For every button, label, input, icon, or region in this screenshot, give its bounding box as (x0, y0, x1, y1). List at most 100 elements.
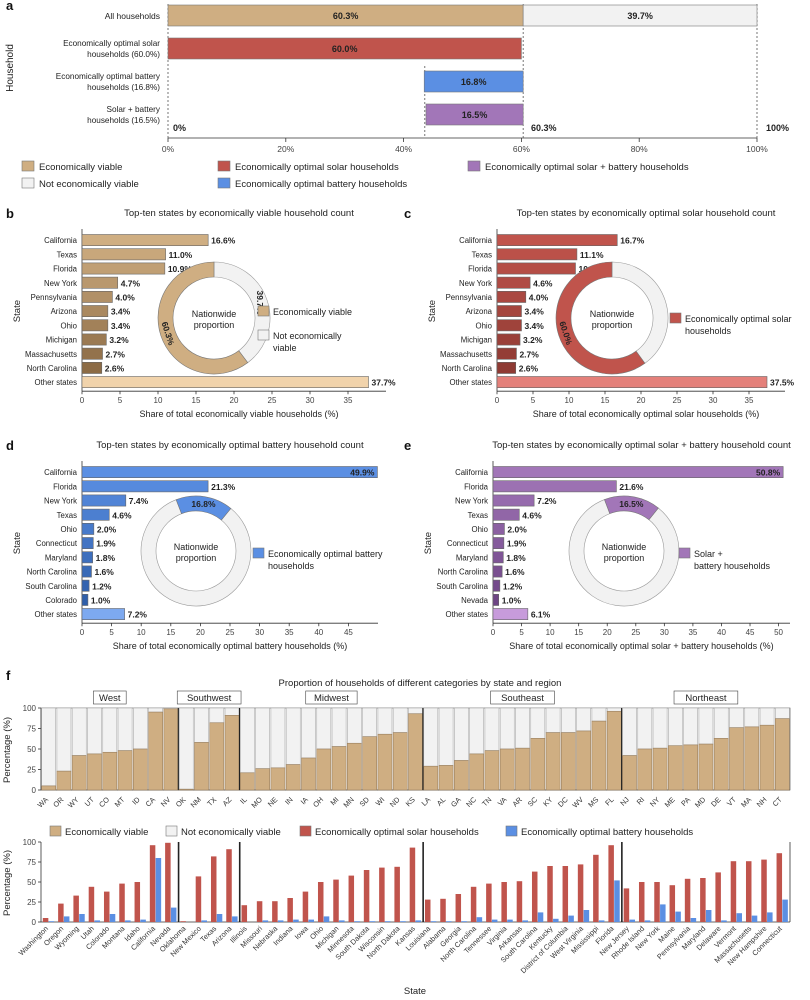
panel-d-x-tick-label: 40 (314, 628, 323, 637)
panel-a-bar-label: 60.3% (333, 11, 359, 21)
panel-d-bar-ohio (81, 522, 95, 535)
panel-f-bottom-bar-battery-washington (48, 921, 55, 922)
panel-e-x-tick-label: 25 (631, 628, 640, 637)
panel-a-legend-swatch (467, 160, 481, 172)
panel-f-bottom-bar-solar-washington (42, 918, 49, 922)
panel-f-legend-swatch (165, 825, 178, 837)
panel-f-top-bar-viable-co (102, 751, 118, 791)
panel-f-bottom-bar-solar-ohio (317, 882, 324, 922)
panel-c-bar-texas (496, 248, 578, 261)
panel-e-value-label: 1.8% (506, 553, 526, 563)
panel-f-top-bar-not-viable-wv (576, 707, 591, 732)
panel-f-top-bar-viable-nj (622, 755, 637, 791)
panel-d-x-tick-label: 15 (166, 628, 175, 637)
panel-f-top-state-label: WI (374, 795, 387, 808)
panel-f-bottom-bar-solar-colorado (103, 891, 110, 922)
panel-f-top-bar-not-viable-ks (408, 707, 423, 715)
panel-f-bottom-bar-solar-new-jersey (623, 888, 630, 922)
panel-f-bottom-bar-solar-texas (210, 856, 217, 922)
panel-c-x-tick-label: 10 (565, 396, 574, 405)
panel-f-top-state-label: ND (388, 795, 402, 809)
panel-f-top-state-label: KY (541, 795, 554, 808)
panel-f-top-bar-viable-nc (469, 753, 484, 791)
panel-e-value-label: 6.1% (531, 610, 551, 620)
panel-f-top-bar-viable-mo (255, 768, 270, 791)
panel-f-top-state-label: PA (679, 795, 692, 808)
panel-f-top-state-label: IA (299, 795, 310, 806)
panel-f-bottom-bar-battery-south-carolina (537, 912, 544, 922)
panel-f-top-bar-not-viable-ne (270, 707, 286, 769)
panel-e-category-label: South Carolina (436, 582, 488, 591)
panel-f-top-state-label: MN (341, 795, 355, 809)
panel-c-value-label: 16.7% (620, 236, 645, 246)
panel-f-bottom-bar-battery-district-of-columbia (568, 915, 574, 922)
panel-e-value-label: 21.6% (619, 482, 644, 492)
panel-b-value-label: 3.2% (109, 335, 129, 345)
panel-f-bottom-bar-solar-utah (88, 886, 95, 922)
panel-f-top-bar-viable-md (698, 743, 714, 791)
panel-d-ylabel: State (12, 532, 23, 554)
panel-e-category-label: Texas (468, 511, 488, 520)
panel-d-bar-florida (81, 480, 209, 493)
panel-e-bar-north-carolina (492, 565, 503, 578)
panel-e-category-label: Nevada (461, 596, 489, 605)
panel-e-value-label: 7.2% (537, 496, 557, 506)
panel-f-top-bar-not-viable-mt (117, 707, 133, 751)
panel-f-top-bar-viable-sc (530, 738, 546, 791)
panel-f-region-label: Northeast (685, 693, 727, 704)
panel-e-bar-new-york (492, 494, 535, 507)
panel-f-top-state-label: MI (328, 795, 340, 807)
panel-f-top-bar-viable-wy (71, 755, 87, 791)
panel-a-x-tick-label: 20% (277, 144, 294, 154)
panel-f-bottom-bar-battery-wyoming (79, 914, 85, 922)
panel-d-x-tick-label: 45 (344, 628, 353, 637)
panel-f-top-state-label: IN (283, 795, 295, 807)
panel-c-category-label: Michigan (461, 336, 492, 345)
panel-letter-a: a (6, 0, 14, 13)
panel-b-x-tick-label: 10 (154, 396, 163, 405)
panel-f-bottom-bar-battery-rhode-island (644, 920, 651, 922)
panel-f-top-state-label: AZ (221, 795, 234, 808)
panel-f-top-bar-viable-mi (331, 746, 347, 791)
panel-e-bar-maryland (492, 551, 504, 564)
panel-c-category-label: Ohio (476, 321, 493, 330)
panel-e-x-tick-label: 45 (746, 628, 755, 637)
panel-f-top-bar-viable-pa (683, 744, 698, 791)
panel-f-top-bar-viable-ia (301, 757, 316, 791)
panel-b-donut-segment (157, 261, 249, 375)
panel-f-top-bar-not-viable-vt (729, 707, 744, 728)
panel-e-category-label: California (455, 468, 489, 477)
panel-f-bottom-bar-battery-connecticut (782, 899, 788, 922)
panel-f-bottom-bar-solar-georgia (455, 894, 462, 922)
panel-f-bottom-bar-battery-nevada (170, 907, 177, 922)
panel-b-category-label: Arizona (51, 307, 78, 316)
panel-f-top-state-label: DE (709, 795, 723, 809)
panel-f-top-state-label: TX (205, 795, 218, 808)
panel-f-top-state-label: NJ (618, 795, 631, 808)
panel-e-legend-swatch (678, 547, 691, 559)
panel-c-category-label: Texas (472, 250, 492, 259)
panel-f-bottom-y-tick-label: 100 (23, 838, 37, 847)
panel-f-bottom-bar-battery-california (155, 858, 162, 922)
panel-f-bottom-bar-solar-wisconsin (379, 867, 385, 922)
panel-f-top-state-label: IL (238, 795, 249, 806)
panel-d-value-label: 2.0% (97, 524, 117, 534)
panel-f-top-bar-not-viable-ma (744, 707, 760, 728)
panel-b-value-label: 10.9% (168, 264, 193, 274)
panel-f-top-bar-viable-in (285, 764, 301, 791)
panel-c-legend-label: Economically optimal solar (685, 314, 792, 324)
panel-e-value-label: 1.0% (502, 595, 522, 605)
panel-f-top-bar-viable-nh (759, 724, 775, 791)
panel-f-region-box-northeast (673, 690, 739, 705)
panel-f-region-label: West (99, 693, 121, 704)
panel-d-bar-maryland (81, 551, 93, 564)
panel-f-bottom-bar-battery-massachusetts (751, 915, 758, 922)
panel-c-donut-segment (555, 261, 646, 375)
panel-c-bar-new-york (496, 276, 531, 289)
panel-f-top-bar-viable-ma (744, 726, 760, 791)
panel-f-top-bar-not-viable-de (713, 707, 729, 739)
panel-f-top-bar-not-viable-wa (41, 707, 56, 787)
panel-d-x-tick-label: 10 (137, 628, 146, 637)
panel-f-top-bar-viable-wi (377, 733, 393, 791)
panel-f-top-bar-not-viable-ok (178, 707, 194, 790)
